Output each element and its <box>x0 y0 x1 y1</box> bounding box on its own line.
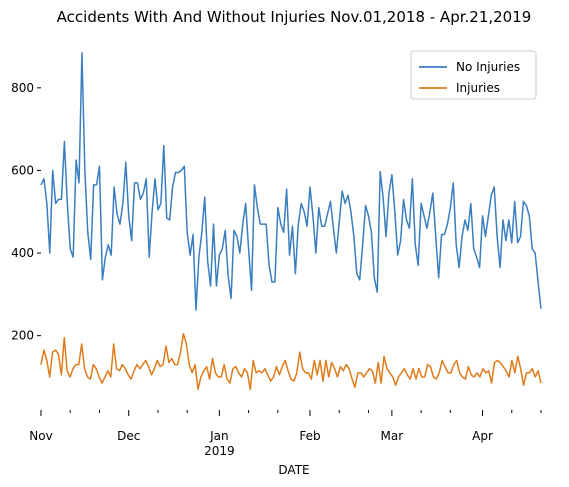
series-line-injuries <box>40 332 542 391</box>
x-tick-year-label: 2019 <box>204 444 235 458</box>
x-tick-label: Mar <box>381 429 404 443</box>
y-tick-label: 600 <box>11 163 34 177</box>
legend-label: No Injuries <box>456 60 520 74</box>
y-tick-label: 800 <box>11 81 34 95</box>
x-tick-label: Dec <box>117 429 140 443</box>
y-tick-label: 400 <box>11 246 34 260</box>
x-tick-label: Nov <box>29 429 52 443</box>
x-tick-label: Feb <box>299 429 320 443</box>
legend-label: Injuries <box>456 81 500 95</box>
plot-lines <box>40 51 542 391</box>
legend-box <box>410 50 537 100</box>
x-axis-label: DATE <box>278 463 309 477</box>
series-line-no-injuries <box>40 51 542 311</box>
x-tick-label: Apr <box>472 429 493 443</box>
chart-title: Accidents With And Without Injuries Nov.… <box>57 8 532 26</box>
y-axis: 200 400 600 800 <box>11 81 41 343</box>
x-tick-label: Jan <box>209 429 229 443</box>
legend: No Injuries Injuries <box>410 50 537 100</box>
y-tick-label: 200 <box>11 329 34 343</box>
